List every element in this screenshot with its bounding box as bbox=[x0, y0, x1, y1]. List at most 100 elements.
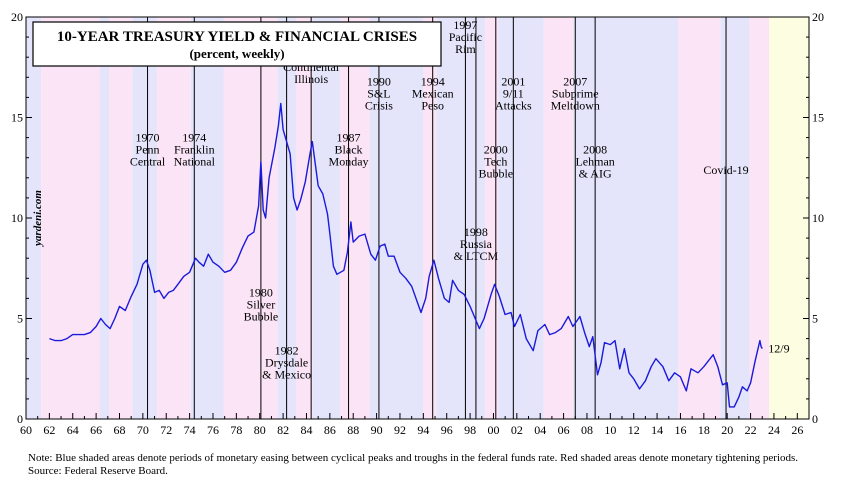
event-label-5-line-0: 1987 bbox=[337, 131, 361, 145]
tightening-band-8 bbox=[543, 17, 573, 419]
event-label-5: 1987 Black Monday bbox=[329, 131, 369, 169]
y-axis: 0 0 5 5 10 10 15 15 20 20 bbox=[11, 10, 824, 426]
y-tick-label-left-3: 15 bbox=[11, 111, 23, 125]
y-tick-label-left-2: 10 bbox=[11, 211, 23, 225]
x-tick-label-19: 98 bbox=[464, 423, 476, 437]
easing-band-10 bbox=[720, 17, 750, 419]
event-label-0-line-2: Central bbox=[130, 155, 166, 169]
event-label-7-line-2: Peso bbox=[421, 98, 444, 112]
x-tick-label-2: 64 bbox=[67, 423, 79, 437]
tightening-band-5 bbox=[340, 17, 370, 419]
x-axis: 60 62 64 66 68 70 72 74 76 78 80 82 84 86 88 90 92 94 96 98… bbox=[20, 413, 810, 437]
tightening-band-0 bbox=[41, 17, 100, 419]
event-label-10-line-2: Bubble bbox=[478, 167, 513, 181]
event-label-8-line-0: 1997 bbox=[453, 18, 477, 32]
event-label-13: 2008 Lehman & AIG bbox=[575, 143, 614, 181]
tightening-band-1 bbox=[108, 17, 133, 419]
event-label-13-line-2: & AIG bbox=[579, 167, 612, 181]
title-box: 10-YEAR TREASURY YIELD & FINANCIAL CRISE… bbox=[32, 21, 442, 67]
event-label-8: 1997 Pacific Rim bbox=[449, 18, 482, 56]
x-tick-label-24: 08 bbox=[581, 423, 593, 437]
y-tick-label-left-1: 5 bbox=[17, 312, 23, 326]
event-label-14-line-0: Covid-19 bbox=[703, 163, 748, 177]
y-tick-label-right-2: 10 bbox=[812, 211, 824, 225]
x-tick-label-32: 24 bbox=[768, 423, 780, 437]
x-tick-label-15: 90 bbox=[371, 423, 383, 437]
event-label-6-line-2: Crisis bbox=[365, 98, 393, 112]
tightening-band-4 bbox=[295, 17, 313, 419]
event-label-8-line-2: Rim bbox=[455, 42, 476, 56]
event-label-13-line-1: Lehman bbox=[575, 155, 614, 169]
y-tick-label-right-1: 5 bbox=[812, 312, 818, 326]
x-tick-label-13: 86 bbox=[324, 423, 336, 437]
y-tick-label-right-3: 15 bbox=[812, 111, 824, 125]
event-label-2-line-1: Silver bbox=[247, 297, 276, 311]
event-label-5-line-2: Monday bbox=[329, 155, 369, 169]
tightening-band-9 bbox=[678, 17, 721, 419]
easing-band-2 bbox=[132, 17, 157, 419]
event-label-3: 1982 Drysdale & Mexico bbox=[262, 344, 311, 382]
event-lines bbox=[147, 17, 727, 419]
event-label-10-line-1: Tech bbox=[484, 155, 507, 169]
event-label-12-line-2: Meltdown bbox=[551, 98, 600, 112]
x-tick-label-29: 18 bbox=[698, 423, 710, 437]
event-label-11-line-0: 2001 bbox=[501, 74, 525, 88]
x-tick-label-21: 02 bbox=[511, 423, 523, 437]
x-tick-label-22: 04 bbox=[534, 423, 546, 437]
tightening-band-10 bbox=[749, 17, 770, 419]
x-tick-label-5: 70 bbox=[137, 423, 149, 437]
x-tick-label-12: 84 bbox=[300, 423, 312, 437]
y-tick-label-left-4: 20 bbox=[11, 10, 23, 24]
x-tick-label-16: 92 bbox=[394, 423, 406, 437]
event-label-13-line-0: 2008 bbox=[583, 143, 607, 157]
tightening-band-3 bbox=[223, 17, 278, 419]
event-label-11: 2001 9/11 Attacks bbox=[495, 74, 532, 112]
event-label-0-line-0: 1970 bbox=[136, 131, 160, 145]
x-tick-label-10: 80 bbox=[254, 423, 266, 437]
x-tick-label-30: 20 bbox=[721, 423, 733, 437]
event-label-6-line-0: 1990 bbox=[367, 74, 391, 88]
y-tick-label-right-4: 20 bbox=[812, 10, 824, 24]
tightening-band-7 bbox=[485, 17, 499, 419]
event-label-11-line-2: Attacks bbox=[495, 98, 532, 112]
x-tick-label-8: 76 bbox=[207, 423, 219, 437]
note-text: Note: Blue shaded areas denote periods o… bbox=[28, 452, 799, 464]
x-tick-label-25: 10 bbox=[604, 423, 616, 437]
easing-band-7 bbox=[436, 17, 486, 419]
future-band bbox=[769, 17, 809, 419]
event-label-9-line-0: 1998 bbox=[464, 225, 488, 239]
event-label-2-line-0: 1980 bbox=[249, 285, 273, 299]
event-label-2-line-2: Bubble bbox=[244, 309, 279, 323]
x-tick-label-0: 60 bbox=[20, 423, 32, 437]
easing-band-5 bbox=[312, 17, 341, 419]
x-tick-label-33: 26 bbox=[791, 423, 803, 437]
easing-band-8 bbox=[498, 17, 544, 419]
watermark: yardeni.com bbox=[32, 190, 44, 248]
event-label-1-line-1: Franklin bbox=[174, 143, 215, 157]
easing-band-3 bbox=[190, 17, 224, 419]
event-label-9-line-1: Russia bbox=[460, 237, 493, 251]
event-label-1-line-2: National bbox=[174, 155, 216, 169]
x-tick-label-27: 14 bbox=[651, 423, 663, 437]
event-label-1-line-0: 1974 bbox=[182, 131, 206, 145]
event-label-3-line-0: 1982 bbox=[275, 344, 299, 358]
event-label-7-line-0: 1994 bbox=[421, 74, 445, 88]
x-tick-label-31: 22 bbox=[745, 423, 757, 437]
x-tick-label-23: 06 bbox=[558, 423, 570, 437]
easing-band-1 bbox=[99, 17, 109, 419]
x-tick-label-18: 96 bbox=[441, 423, 453, 437]
x-tick-label-4: 68 bbox=[113, 423, 125, 437]
event-label-12-line-1: Subprime bbox=[552, 86, 599, 100]
event-label-3-line-1: Drysdale bbox=[265, 356, 308, 370]
x-tick-label-9: 78 bbox=[230, 423, 242, 437]
event-label-2: 1980 Silver Bubble bbox=[244, 285, 279, 323]
y-tick-label-left-0: 0 bbox=[17, 412, 23, 426]
event-label-9: 1998 Russia & LTCM bbox=[454, 225, 499, 263]
chart-title: 10-YEAR TREASURY YIELD & FINANCIAL CRISE… bbox=[57, 29, 417, 45]
event-label-3-line-2: & Mexico bbox=[262, 368, 311, 382]
event-label-5-line-1: Black bbox=[335, 143, 363, 157]
x-tick-label-3: 66 bbox=[90, 423, 102, 437]
chart-subtitle: (percent, weekly) bbox=[189, 46, 284, 61]
event-label-0-line-1: Penn bbox=[136, 143, 160, 157]
